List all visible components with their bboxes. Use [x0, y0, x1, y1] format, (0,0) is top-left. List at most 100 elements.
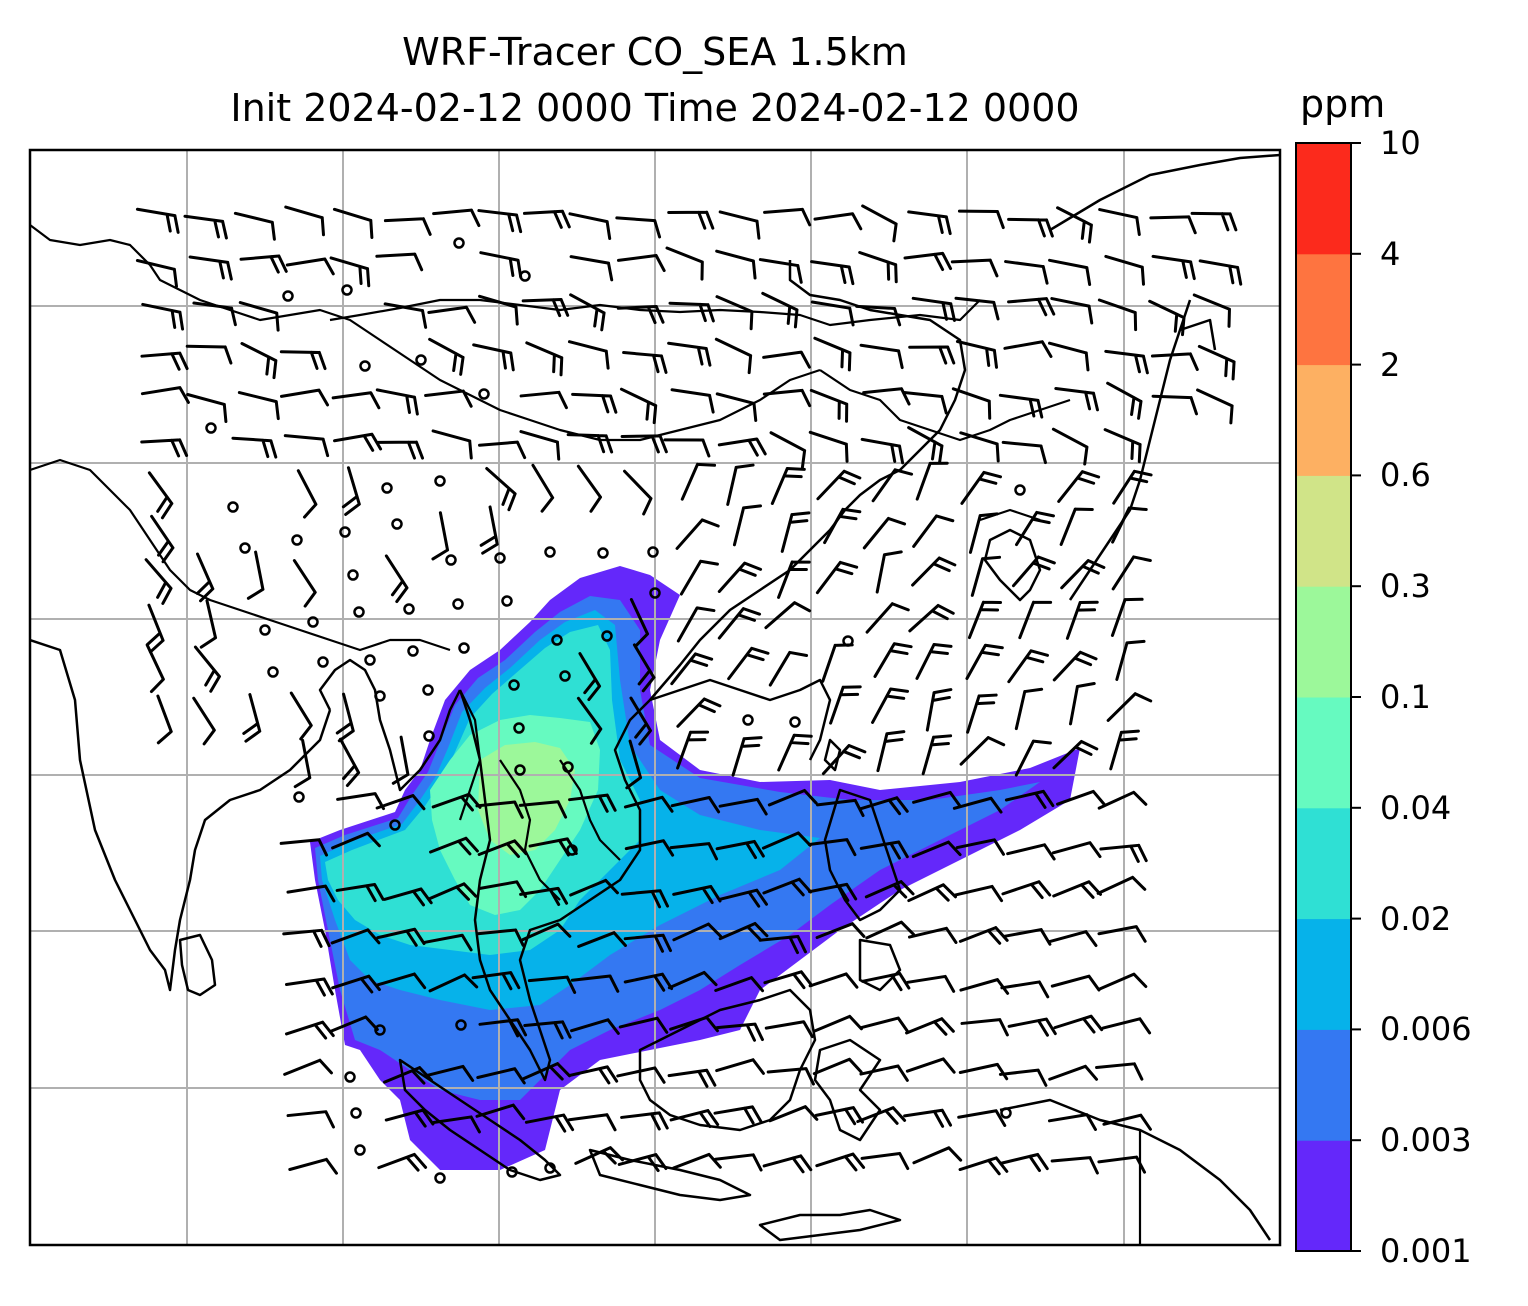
wind-barb: [431, 429, 473, 460]
wind-barb: [1102, 1113, 1152, 1131]
wind-barb: [1097, 1155, 1147, 1174]
colorbar-segment: [1296, 697, 1351, 809]
wind-barb: [812, 1057, 863, 1076]
border-korea: [979, 508, 1041, 522]
coast-timor: [758, 1208, 902, 1242]
wind-barb: [519, 886, 569, 907]
wind-barb: [1151, 254, 1196, 281]
wind-barb: [521, 298, 570, 318]
wind-barb: [246, 550, 265, 600]
wind-barb: [815, 560, 859, 595]
wind-barb: [859, 1064, 909, 1082]
calm-circle: [742, 714, 754, 726]
wind-barb: [1111, 506, 1148, 544]
colorbar-tick-label: 2: [1380, 345, 1401, 384]
wind-barb: [1110, 597, 1144, 637]
wind-barb: [871, 468, 914, 503]
wind-barb: [862, 387, 911, 406]
wind-barb: [998, 1068, 1048, 1087]
wind-barb: [376, 972, 427, 990]
wind-barb: [810, 300, 855, 327]
wind-barb: [915, 643, 953, 680]
wind-barb: [1198, 259, 1243, 286]
calm-circle: [293, 791, 305, 803]
wind-barb: [383, 1066, 433, 1085]
wind-barb: [335, 883, 385, 903]
colorbar-segment: [1296, 143, 1351, 255]
wind-barb: [335, 692, 355, 743]
calm-circle: [339, 526, 351, 538]
coast-newguinea: [999, 1098, 1272, 1241]
wind-barbs: [135, 204, 1243, 1176]
wind-barb: [289, 691, 313, 741]
wind-barb: [668, 301, 715, 323]
wind-barb: [715, 249, 757, 280]
wind-barb: [676, 697, 722, 728]
wind-barb: [1007, 297, 1056, 317]
wind-barb: [296, 469, 318, 519]
calm-circle: [1000, 1107, 1012, 1119]
wind-barb: [1149, 215, 1197, 235]
calm-circle: [291, 534, 303, 546]
wind-barb: [1109, 729, 1140, 771]
wind-barb: [714, 1153, 763, 1172]
calm-circle: [267, 666, 279, 678]
wind-barb: [1050, 974, 1101, 992]
wind-barb: [715, 1022, 764, 1042]
wind-barb: [431, 511, 450, 561]
wind-barb: [429, 836, 479, 856]
wind-barb: [376, 440, 425, 460]
calm-circle: [434, 1172, 446, 1184]
coast-sumatra: [398, 1058, 562, 1182]
wind-barb: [521, 1062, 572, 1081]
wind-barb: [518, 800, 568, 819]
wind-barb: [620, 1111, 669, 1131]
wind-barb: [577, 931, 627, 948]
wind-barb: [959, 736, 1006, 766]
calm-circle: [513, 722, 525, 734]
wind-barb: [907, 426, 944, 465]
wind-barb: [1053, 1014, 1104, 1034]
calm-circle: [282, 290, 294, 302]
wind-barb: [279, 838, 329, 857]
wind-barb: [1095, 1062, 1144, 1081]
wind-barb: [282, 928, 331, 948]
wind-barb: [485, 467, 517, 512]
calm-circle: [455, 1019, 467, 1031]
wind-barb: [670, 652, 714, 686]
wind-barb: [859, 343, 904, 370]
wind-barb: [955, 340, 999, 369]
wind-barb: [1052, 880, 1102, 899]
wind-barb: [714, 337, 753, 375]
wind-barb: [902, 391, 948, 415]
wind-barb: [1097, 298, 1138, 332]
wind-barb: [780, 511, 811, 553]
wind-barb: [569, 878, 619, 897]
wind-barb: [571, 392, 618, 414]
wind-barb: [432, 208, 481, 228]
wind-barb: [908, 345, 956, 365]
wind-barb: [1097, 972, 1148, 991]
calm-circle: [347, 569, 359, 581]
calm-circle: [259, 624, 271, 636]
wind-barb: [667, 1068, 717, 1088]
wind-barb: [858, 796, 909, 816]
wind-barb: [905, 1057, 956, 1074]
wind-barb: [815, 798, 865, 818]
wind-barb: [188, 255, 233, 281]
coast-bay-bengal: [318, 658, 462, 792]
colorbar-frame: [1295, 142, 1352, 1252]
calm-circle: [494, 552, 506, 564]
calm-circle: [389, 819, 401, 831]
wind-barb: [1097, 790, 1148, 810]
wind-barb: [569, 293, 606, 332]
wind-barb: [999, 1152, 1049, 1173]
wind-barb: [522, 209, 571, 229]
calm-circle: [452, 598, 464, 610]
wind-barb: [1047, 1113, 1097, 1131]
wind-barb: [911, 556, 957, 587]
wind-barb: [1004, 260, 1049, 285]
wind-barb: [1006, 843, 1056, 861]
wind-barb: [147, 471, 174, 520]
